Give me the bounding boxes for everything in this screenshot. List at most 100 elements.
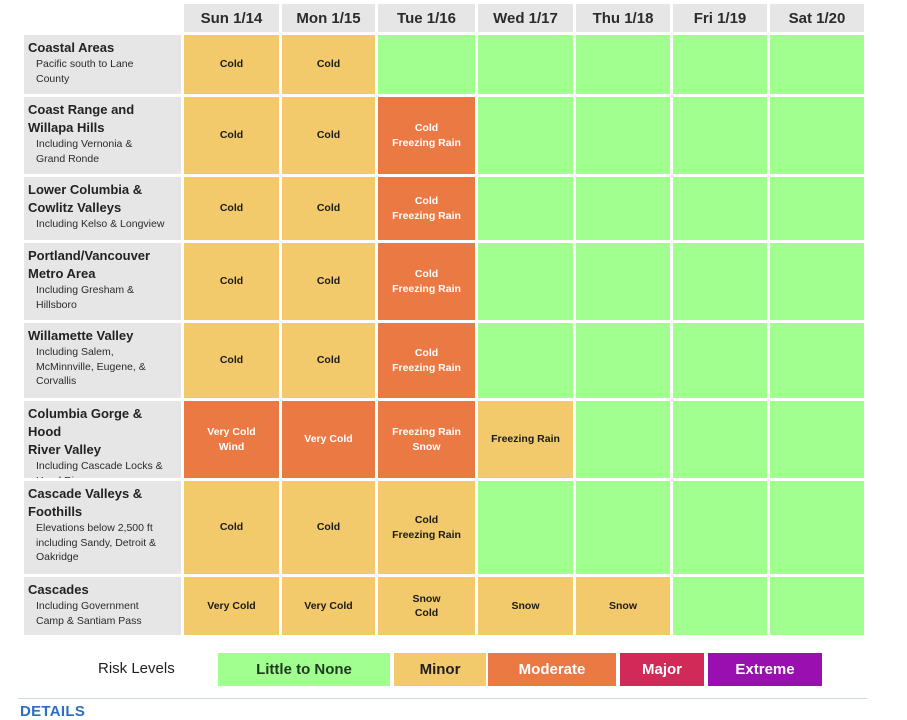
risk-cell-none <box>770 401 867 481</box>
day-header-fri: Fri 1/19 <box>673 4 770 35</box>
risk-cell-none <box>576 97 673 177</box>
legend-title: Risk Levels <box>98 660 175 677</box>
risk-cell-minor: Cold <box>184 35 282 97</box>
risk-cell-moderate: Cold Freezing Rain <box>378 97 478 177</box>
day-header-wed: Wed 1/17 <box>478 4 576 35</box>
region-description: Including Cascade Locks & <box>36 460 163 472</box>
details-heading[interactable]: DETAILS <box>20 703 86 720</box>
table-row: Columbia Gorge & Hood River Valley Includi… <box>24 401 867 481</box>
risk-cell-none <box>770 323 867 401</box>
hazard-label: Very Cold <box>207 599 256 612</box>
risk-cell-moderate: Very Cold <box>282 401 378 481</box>
hazard-label: Cold <box>414 122 439 134</box>
risk-cell-minor: Cold <box>184 97 282 177</box>
risk-cell-minor: Cold <box>184 481 282 577</box>
hazard-label: Very Cold <box>304 433 353 446</box>
region-description: County <box>36 72 70 85</box>
header-corner <box>24 4 184 35</box>
day-header-sun: Sun 1/14 <box>184 4 282 35</box>
region-name: Foothills <box>28 504 83 519</box>
region-description: McMinnville, Eugene, & <box>36 360 146 373</box>
table-row: Portland/Vancouver Metro Area Including Gr… <box>24 243 867 323</box>
risk-legend: Risk Levels Little to None Minor Moderat… <box>24 651 867 687</box>
risk-cell-none <box>770 35 867 97</box>
risk-cell-minor: Very Cold <box>184 577 282 638</box>
risk-cell-minor: Very Cold <box>282 577 378 638</box>
hazard-label: Cold <box>414 195 439 207</box>
region-name: Cowlitz Valleys <box>28 200 122 215</box>
hazard-label: Cold <box>414 347 439 359</box>
risk-cell-minor: Cold <box>184 323 282 401</box>
risk-cell-none <box>673 401 770 481</box>
legend-extreme: Extreme <box>708 653 822 686</box>
risk-cell-none <box>478 97 576 177</box>
risk-cell-none <box>673 481 770 577</box>
risk-cell-none <box>478 35 576 97</box>
hazard-label: Freezing Rain <box>392 426 461 438</box>
legend-moderate: Moderate <box>488 653 616 686</box>
risk-cell-minor: Cold <box>282 323 378 401</box>
hazard-label: Very Cold <box>207 426 256 438</box>
risk-cell-none <box>770 577 867 638</box>
hazard-label: Freezing Rain <box>392 361 461 374</box>
hazard-label: Freezing Rain <box>392 209 461 222</box>
risk-cell-none <box>478 243 576 323</box>
region-name: Metro Area <box>28 266 96 281</box>
hazard-label: Cold <box>316 202 341 215</box>
region-description: Including Vernonia & <box>36 138 133 150</box>
region-description: Grand Ronde <box>36 152 100 165</box>
hazard-label: Wind <box>218 440 245 453</box>
day-header-row: Sun 1/14 Mon 1/15 Tue 1/16 Wed 1/17 Thu … <box>24 4 867 35</box>
hazard-label: Cold <box>219 354 244 367</box>
table-row: Willamette Valley Including Salem, McMinnv… <box>24 323 867 401</box>
hazard-label: Cold <box>414 607 439 619</box>
risk-cell-minor: Snow <box>576 577 673 638</box>
day-header-tue: Tue 1/16 <box>378 4 478 35</box>
region-cell: Columbia Gorge & Hood River Valley Includi… <box>24 401 184 481</box>
risk-cell-moderate: Cold Freezing Rain <box>378 177 478 243</box>
region-description: Including Gresham & <box>36 284 135 296</box>
risk-cell-minor: Snow <box>478 577 576 638</box>
region-cell: Lower Columbia & Cowlitz Valleys Including… <box>24 177 184 243</box>
hazard-label: Freezing Rain <box>491 433 560 446</box>
region-description: Oakridge <box>36 551 79 563</box>
region-name: Portland/Vancouver <box>28 248 151 263</box>
hazard-risk-table: Sun 1/14 Mon 1/15 Tue 1/16 Wed 1/17 Thu … <box>24 4 867 638</box>
hazard-label: Cold <box>219 521 244 534</box>
region-description: Hillsboro <box>36 298 77 311</box>
day-header-sat: Sat 1/20 <box>770 4 867 35</box>
hazard-label: Cold <box>316 129 341 142</box>
region-name: River Valley <box>28 442 101 457</box>
hazard-label: Snow <box>412 440 441 453</box>
region-name: Cascades <box>28 582 89 597</box>
risk-cell-none <box>576 177 673 243</box>
region-cell: Willamette Valley Including Salem, McMinnv… <box>24 323 184 401</box>
region-name: Cascade Valleys & <box>28 486 143 501</box>
table-row: Cascade Valleys & Foothills Elevations bel… <box>24 481 867 577</box>
region-description: Hood River <box>36 474 89 481</box>
risk-cell-minor: Cold <box>282 177 378 243</box>
legend-little-to-none: Little to None <box>218 653 390 686</box>
region-name: Coast Range and <box>28 102 135 117</box>
risk-cell-moderate: Very Cold Wind <box>184 401 282 481</box>
hazard-label: Cold <box>219 275 244 288</box>
region-cell: Cascades Including Government Camp & Santi… <box>24 577 184 638</box>
region-name: Lower Columbia & <box>28 182 143 197</box>
table-row: Coast Range and Willapa Hills Including Ve… <box>24 97 867 177</box>
day-header-mon: Mon 1/15 <box>282 4 378 35</box>
hazard-label: Cold <box>316 275 341 288</box>
risk-cell-none <box>673 97 770 177</box>
risk-cell-minor: Cold <box>184 243 282 323</box>
hazard-label: Cold <box>316 521 341 534</box>
hazard-label: Snow <box>412 592 441 605</box>
risk-cell-none <box>673 323 770 401</box>
risk-cell-minor: Snow Cold <box>378 577 478 638</box>
risk-cell-none <box>576 401 673 481</box>
region-cell: Cascade Valleys & Foothills Elevations bel… <box>24 481 184 577</box>
region-description: Including Government <box>36 600 139 612</box>
region-description: Including Salem, <box>36 346 114 358</box>
risk-cell-moderate: Cold Freezing Rain <box>378 243 478 323</box>
hazard-label: Cold <box>414 514 439 526</box>
risk-cell-minor: Freezing Rain <box>478 401 576 481</box>
region-description: Elevations below 2,500 ft <box>36 522 153 534</box>
